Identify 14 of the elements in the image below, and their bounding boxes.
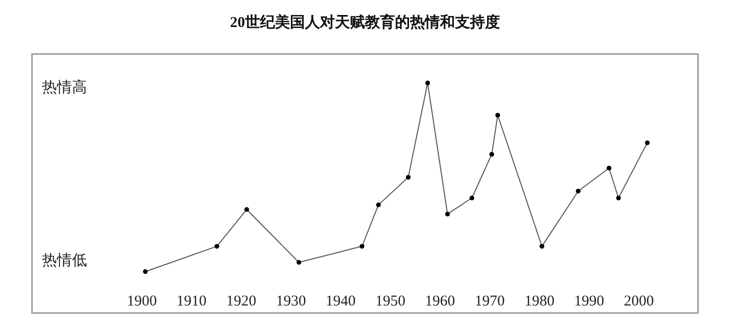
- annotation: 热情高: [42, 79, 87, 96]
- x-tick-label: 1990: [574, 294, 604, 310]
- chart-title: 20世纪美国人对天赋教育的热情和支持度: [230, 13, 500, 31]
- x-tick-label: 1920: [226, 294, 256, 310]
- x-tick-label: 1950: [375, 294, 406, 310]
- x-tick-label: 1930: [276, 294, 306, 310]
- x-tick-label: 1960: [425, 294, 456, 310]
- annotation: 热情低: [42, 252, 87, 269]
- x-tick-label: 1940: [326, 294, 356, 310]
- x-tick-label: 1910: [176, 294, 207, 310]
- x-tick-label: 2000: [624, 294, 654, 310]
- x-tick-label: 1900: [126, 294, 157, 310]
- x-tick-label: 1980: [524, 294, 554, 310]
- x-tick-label: 1970: [474, 294, 505, 310]
